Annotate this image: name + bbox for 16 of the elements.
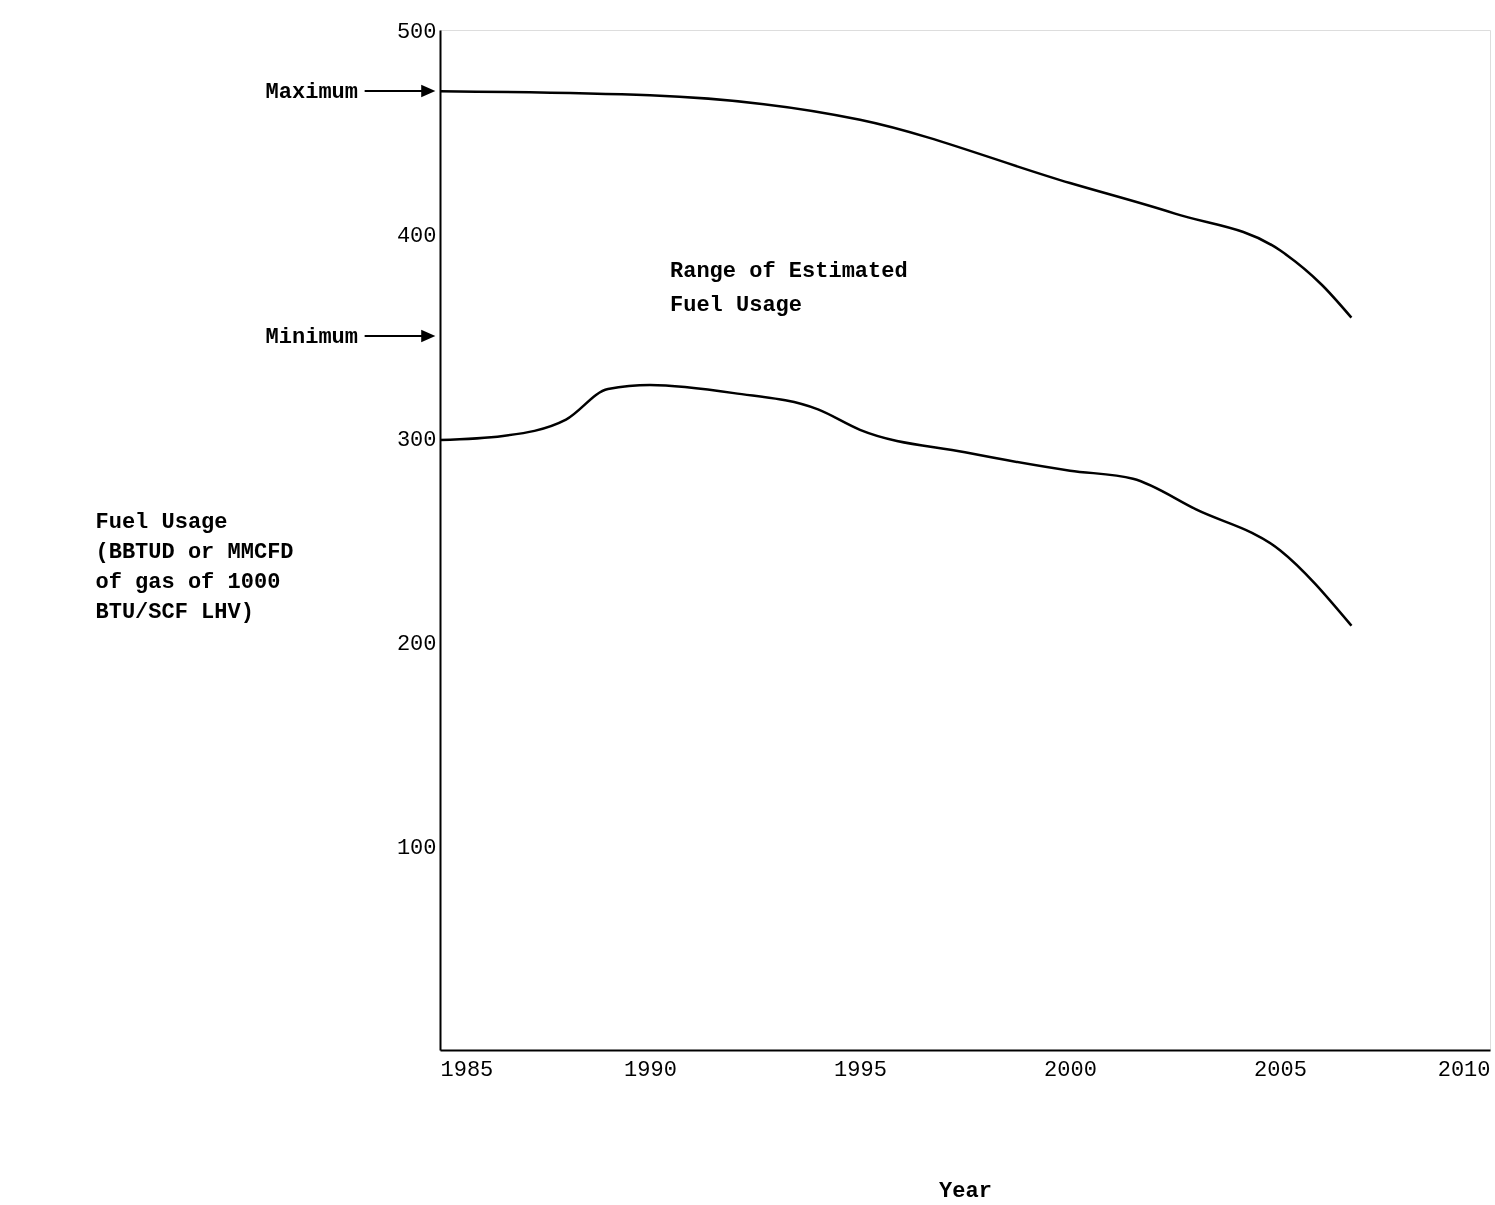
text: Minimum [265, 325, 358, 350]
x-axis-title: Year [939, 1178, 992, 1204]
x-tick-label: 2000 [1044, 1057, 1097, 1083]
x-tick-label: 1995 [834, 1057, 887, 1083]
annotation: Range of Estimated Fuel Usage [670, 259, 908, 318]
y-tick-label: 500 [396, 19, 437, 45]
x-tick-label: 1985 [440, 1057, 494, 1083]
y-axis-title: Fuel Usage (BBTUD or MMCFD of gas of 1000 BTU/SCF LHV) [95, 509, 294, 625]
x-tick-label: 1990 [624, 1057, 677, 1083]
text: Maximum [265, 80, 358, 105]
y-tick-label: 300 [396, 427, 437, 453]
x-tick-label: 2005 [1254, 1057, 1307, 1083]
y-tick-label: 100 [396, 835, 437, 861]
y-tick-label: 200 [396, 631, 437, 657]
y-tick-label: 400 [396, 223, 437, 249]
x-tick-label: 2010 [1437, 1057, 1491, 1083]
